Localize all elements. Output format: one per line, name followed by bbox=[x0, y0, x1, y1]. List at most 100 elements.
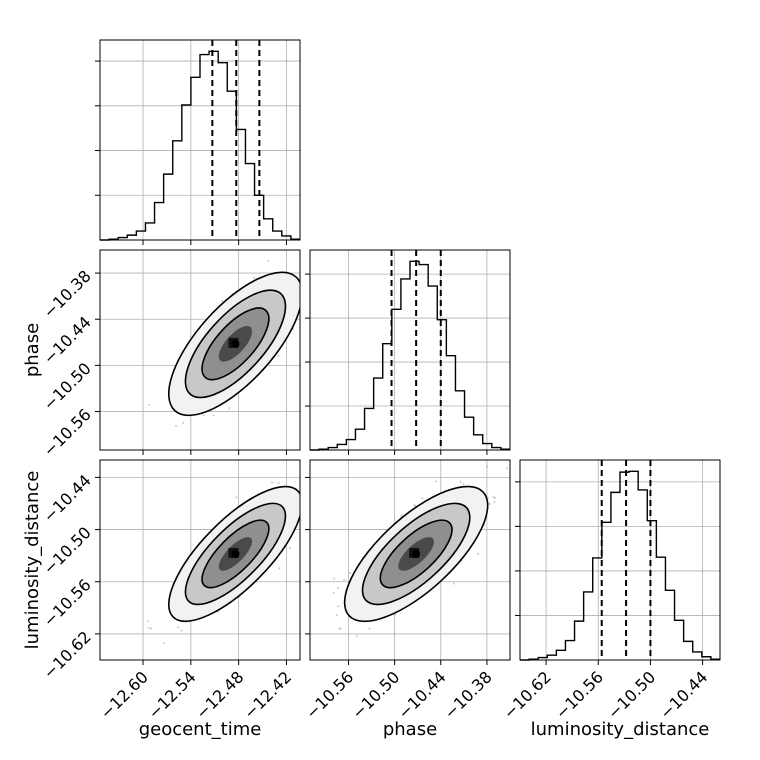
x-tick-label-phase: −10.56 bbox=[302, 667, 357, 722]
contour-2sigma bbox=[343, 485, 489, 623]
sample-point bbox=[421, 497, 424, 500]
contour-2sigma bbox=[167, 271, 300, 417]
sample-point bbox=[228, 406, 231, 409]
sample-point bbox=[212, 414, 215, 417]
contour-1.5sigma bbox=[184, 289, 287, 399]
sample-point bbox=[332, 591, 335, 594]
x-tick-label-geocent_time: −12.54 bbox=[144, 667, 199, 722]
sample-point bbox=[337, 605, 340, 608]
y-tick-label-luminosity_distance: −10.56 bbox=[40, 575, 95, 630]
sample-point bbox=[355, 635, 358, 638]
gridlines bbox=[310, 250, 510, 450]
x-axis-label-geocent_time: geocent_time bbox=[139, 719, 262, 740]
x-axis-label-luminosity_distance: luminosity_distance bbox=[531, 719, 710, 740]
sample-point bbox=[494, 496, 497, 499]
sample-point bbox=[506, 467, 509, 470]
panel-frame bbox=[99, 459, 301, 661]
density-layer bbox=[332, 465, 509, 638]
x-tick-label-phase: −10.50 bbox=[348, 667, 403, 722]
contour-1.5sigma bbox=[361, 502, 471, 606]
histogram-step bbox=[100, 50, 300, 241]
x-axis-label-phase: phase bbox=[383, 719, 437, 740]
contour-1sigma bbox=[201, 307, 270, 381]
panel-geocent_time-vs-luminosity_distance: −10.62−10.56−10.50−10.44luminosity_dista… bbox=[22, 459, 306, 740]
sample-point bbox=[303, 492, 305, 494]
histogram-step bbox=[520, 470, 720, 661]
x-tick-label-geocent_time: −12.48 bbox=[192, 667, 247, 722]
x-tick-label-geocent_time: −12.60 bbox=[97, 667, 152, 722]
panel-frame bbox=[99, 39, 301, 241]
sample-point bbox=[175, 424, 178, 427]
panel-geocent_time-hist bbox=[95, 39, 301, 245]
sample-point bbox=[349, 572, 352, 575]
sample-point bbox=[271, 481, 274, 484]
sample-point bbox=[459, 480, 462, 483]
sample-point bbox=[333, 577, 336, 580]
y-tick-label-phase: −10.38 bbox=[40, 266, 95, 321]
sample-point bbox=[493, 500, 496, 503]
sample-point bbox=[278, 567, 281, 570]
y-axis-label-luminosity_distance: luminosity_distance bbox=[22, 471, 43, 650]
sample-point bbox=[492, 496, 495, 499]
sample-point bbox=[277, 482, 280, 485]
sample-point bbox=[434, 480, 437, 483]
x-tick-label-luminosity_distance: −10.50 bbox=[604, 667, 659, 722]
x-tick-label-phase: −10.38 bbox=[440, 667, 495, 722]
y-tick-label-phase: −10.44 bbox=[40, 313, 95, 368]
panel-frame bbox=[519, 459, 721, 661]
sample-point bbox=[180, 629, 183, 632]
density-layer bbox=[147, 481, 306, 645]
sample-point bbox=[289, 546, 292, 549]
median-marker bbox=[412, 549, 421, 558]
panel-frame bbox=[99, 249, 301, 451]
y-tick-label-phase: −10.50 bbox=[40, 359, 95, 414]
sample-point bbox=[462, 483, 465, 486]
panel-frame bbox=[309, 459, 511, 661]
contour-2sigma bbox=[167, 485, 300, 623]
sample-point bbox=[267, 259, 270, 262]
sample-point bbox=[452, 582, 455, 585]
sample-point bbox=[221, 300, 224, 303]
histogram-step bbox=[310, 260, 510, 451]
sample-point bbox=[304, 280, 306, 282]
panel-frame bbox=[309, 249, 511, 451]
sample-point bbox=[306, 284, 308, 286]
sample-point bbox=[486, 465, 489, 468]
gridlines bbox=[100, 40, 300, 240]
panel-phase-hist bbox=[305, 249, 511, 455]
sample-point bbox=[337, 587, 340, 590]
sample-point bbox=[235, 496, 238, 499]
sample-point bbox=[368, 627, 371, 630]
sample-point bbox=[335, 614, 338, 617]
sample-point bbox=[300, 285, 302, 287]
sample-point bbox=[476, 552, 479, 555]
y-tick-label-luminosity_distance: −10.50 bbox=[40, 523, 95, 578]
density-layer bbox=[148, 234, 344, 427]
sample-point bbox=[312, 282, 314, 284]
sample-point bbox=[338, 627, 341, 630]
y-tick-label-luminosity_distance: −10.62 bbox=[40, 627, 95, 682]
y-axis-label-phase: phase bbox=[22, 323, 43, 377]
sample-point bbox=[304, 507, 306, 509]
sample-point bbox=[303, 494, 305, 496]
x-tick-label-phase: −10.44 bbox=[394, 667, 449, 722]
sample-point bbox=[148, 403, 151, 406]
sample-point bbox=[150, 627, 153, 630]
sample-point bbox=[342, 234, 344, 236]
sample-point bbox=[277, 354, 280, 357]
x-tick-label-geocent_time: −12.42 bbox=[240, 667, 295, 722]
median-marker bbox=[231, 339, 240, 348]
sample-point bbox=[147, 620, 150, 623]
x-tick-label-luminosity_distance: −10.62 bbox=[500, 667, 555, 722]
sample-point bbox=[162, 642, 165, 645]
x-tick-label-luminosity_distance: −10.56 bbox=[552, 667, 607, 722]
sample-point bbox=[331, 234, 333, 236]
median-marker bbox=[231, 549, 240, 558]
sample-point bbox=[343, 578, 346, 581]
sample-point bbox=[177, 626, 180, 629]
y-tick-label-luminosity_distance: −10.44 bbox=[40, 471, 95, 526]
x-tick-label-luminosity_distance: −10.44 bbox=[656, 667, 711, 722]
